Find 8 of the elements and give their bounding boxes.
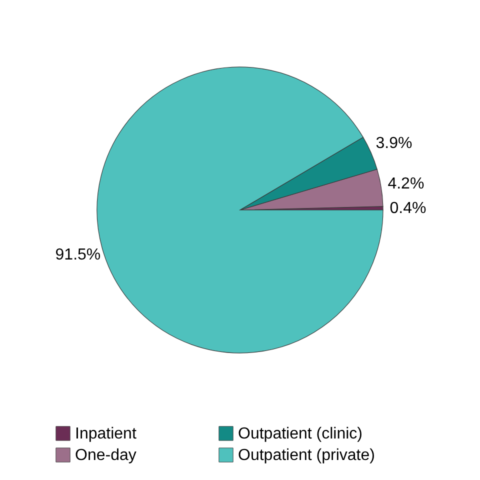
data-label: 3.9% (376, 134, 412, 152)
legend-label: Inpatient (75, 425, 137, 442)
data-label: 0.4% (390, 200, 426, 217)
data-label: 91.5% (55, 246, 101, 264)
legend-label: Outpatient (private) (238, 447, 375, 464)
data-label: 4.2% (388, 176, 424, 193)
legend-label: Outpatient (clinic) (238, 425, 362, 442)
legend-label: One-day (75, 447, 136, 464)
